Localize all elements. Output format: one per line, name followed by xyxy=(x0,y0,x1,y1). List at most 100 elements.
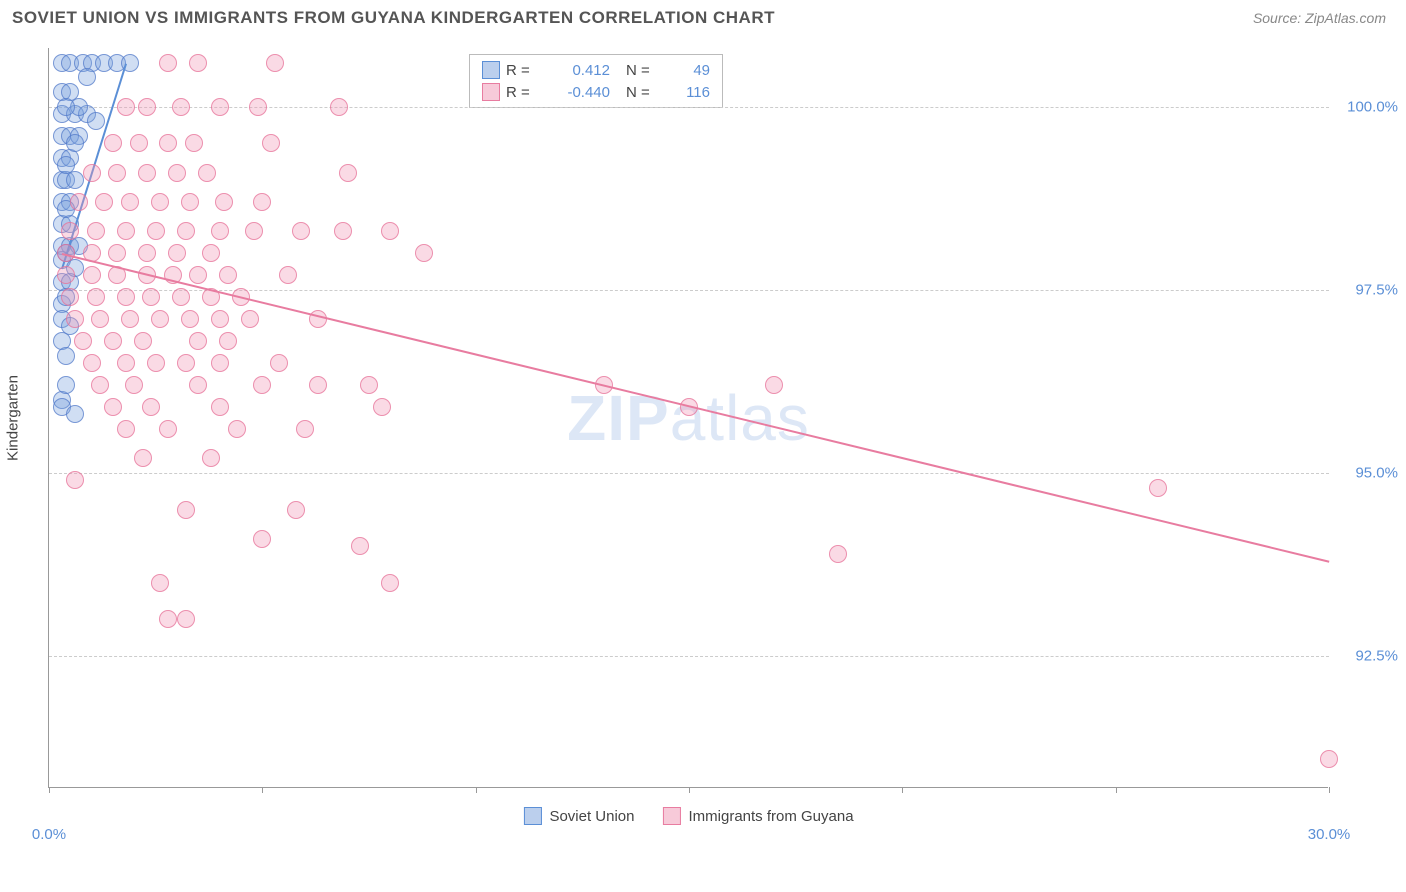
data-point xyxy=(296,420,314,438)
source-attribution: Source: ZipAtlas.com xyxy=(1253,10,1386,26)
data-point xyxy=(219,266,237,284)
header: SOVIET UNION VS IMMIGRANTS FROM GUYANA K… xyxy=(0,0,1406,32)
data-point xyxy=(125,376,143,394)
data-point xyxy=(829,545,847,563)
x-tick xyxy=(49,787,50,793)
data-point xyxy=(61,288,79,306)
legend-label: Immigrants from Guyana xyxy=(689,808,854,825)
data-point xyxy=(159,420,177,438)
data-point xyxy=(121,193,139,211)
data-point xyxy=(262,134,280,152)
data-point xyxy=(189,332,207,350)
data-point xyxy=(78,68,96,86)
r-value: 0.412 xyxy=(550,62,610,79)
data-point xyxy=(108,244,126,262)
data-point xyxy=(279,266,297,284)
legend-correlation: R = 0.412 N = 49R = -0.440 N = 116 xyxy=(469,54,723,108)
gridline xyxy=(49,473,1329,474)
data-point xyxy=(189,54,207,72)
n-value: 116 xyxy=(670,84,710,101)
data-point xyxy=(151,574,169,592)
gridline xyxy=(49,107,1329,108)
data-point xyxy=(765,376,783,394)
x-tick-label: 0.0% xyxy=(32,826,66,843)
x-tick xyxy=(1329,787,1330,793)
data-point xyxy=(339,164,357,182)
data-point xyxy=(87,288,105,306)
data-point xyxy=(202,449,220,467)
data-point xyxy=(147,354,165,372)
data-point xyxy=(57,156,75,174)
data-point xyxy=(66,134,84,152)
data-point xyxy=(91,310,109,328)
legend-swatch xyxy=(523,807,541,825)
n-label: N = xyxy=(626,62,664,79)
data-point xyxy=(202,244,220,262)
legend-series: Soviet Union Immigrants from Guyana xyxy=(523,807,853,825)
data-point xyxy=(168,164,186,182)
data-point xyxy=(211,354,229,372)
plot-area: ZIPatlas R =0.412N =49R =-0.440N =116 Ki… xyxy=(48,48,1328,788)
data-point xyxy=(108,164,126,182)
data-point xyxy=(130,134,148,152)
data-point xyxy=(185,134,203,152)
data-point xyxy=(117,98,135,116)
data-point xyxy=(415,244,433,262)
y-axis-label: Kindergarten xyxy=(5,375,22,461)
data-point xyxy=(266,54,284,72)
r-value: -0.440 xyxy=(550,84,610,101)
data-point xyxy=(373,398,391,416)
n-label: N = xyxy=(626,84,664,101)
legend-row: R = 0.412 N = 49 xyxy=(482,59,710,81)
legend-row: R =-0.440N =116 xyxy=(482,81,710,103)
data-point xyxy=(241,310,259,328)
x-tick-label: 30.0% xyxy=(1308,826,1351,843)
trendline xyxy=(62,253,1330,563)
data-point xyxy=(142,398,160,416)
data-point xyxy=(66,471,84,489)
data-point xyxy=(177,610,195,628)
data-point xyxy=(330,98,348,116)
data-point xyxy=(91,376,109,394)
data-point xyxy=(104,134,122,152)
data-point xyxy=(87,222,105,240)
data-point xyxy=(381,574,399,592)
x-tick xyxy=(476,787,477,793)
data-point xyxy=(151,310,169,328)
legend-swatch xyxy=(482,61,500,79)
legend-swatch xyxy=(663,807,681,825)
n-value: 49 xyxy=(670,62,710,79)
data-point xyxy=(198,164,216,182)
legend-swatch xyxy=(482,83,500,101)
data-point xyxy=(168,244,186,262)
data-point xyxy=(172,288,190,306)
data-point xyxy=(177,354,195,372)
data-point xyxy=(360,376,378,394)
data-point xyxy=(172,98,190,116)
data-point xyxy=(228,420,246,438)
data-point xyxy=(147,222,165,240)
data-point xyxy=(211,310,229,328)
data-point xyxy=(95,193,113,211)
gridline xyxy=(49,656,1329,657)
legend-label: Soviet Union xyxy=(549,808,634,825)
data-point xyxy=(253,530,271,548)
r-label: R = xyxy=(506,62,544,79)
data-point xyxy=(121,310,139,328)
data-point xyxy=(253,376,271,394)
data-point xyxy=(83,266,101,284)
data-point xyxy=(61,222,79,240)
data-point xyxy=(74,332,92,350)
data-point xyxy=(117,288,135,306)
data-point xyxy=(219,332,237,350)
data-point xyxy=(57,376,75,394)
data-point xyxy=(1149,479,1167,497)
data-point xyxy=(87,112,105,130)
data-point xyxy=(57,266,75,284)
data-point xyxy=(138,98,156,116)
data-point xyxy=(57,98,75,116)
data-point xyxy=(292,222,310,240)
data-point xyxy=(117,222,135,240)
data-point xyxy=(104,398,122,416)
data-point xyxy=(177,222,195,240)
